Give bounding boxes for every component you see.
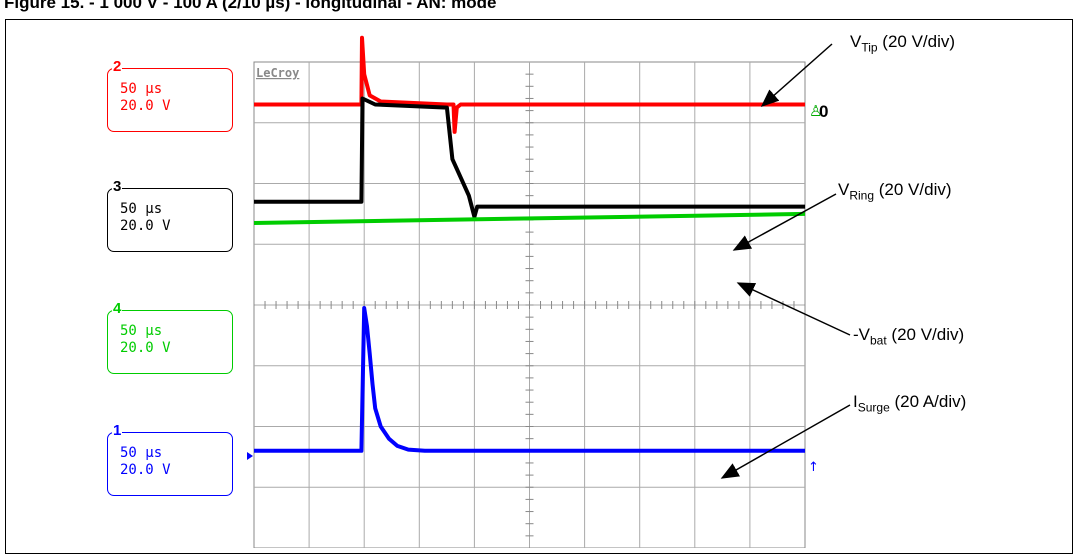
channel-4-box: 4 50 µs 20.0 V bbox=[107, 301, 233, 374]
channel-2-box: 2 50 µs 20.0 V bbox=[107, 59, 233, 132]
channel-number: 3 bbox=[112, 178, 123, 195]
channel-number: 1 bbox=[112, 422, 123, 439]
arrow-vring bbox=[732, 193, 837, 251]
scope-brand: LeCroy bbox=[256, 66, 299, 80]
arrow-vtip bbox=[760, 43, 833, 107]
trace-vbat bbox=[253, 211, 806, 225]
trace-isurge bbox=[254, 306, 805, 453]
trigger-marker-icon: ♙ bbox=[809, 102, 822, 120]
channel-3-box: 3 50 µs 20.0 V bbox=[107, 179, 233, 252]
trace-vtip bbox=[254, 35, 805, 134]
trigger-marker-label: 0 bbox=[819, 102, 828, 121]
channel-volts: 20.0 V bbox=[120, 218, 171, 234]
label-isurge: ISurge (20 A/div) bbox=[853, 392, 967, 415]
trace-vring bbox=[254, 96, 805, 219]
scope-grid bbox=[253, 62, 806, 548]
channel-volts: 20.0 V bbox=[120, 462, 171, 478]
channel-timebase: 50 µs bbox=[120, 445, 163, 461]
channel-number: 2 bbox=[112, 58, 123, 75]
channel-volts: 20.0 V bbox=[120, 340, 171, 356]
ground-marker-left bbox=[247, 452, 253, 460]
channel-timebase: 50 µs bbox=[120, 323, 163, 339]
label-vring: VRing (20 V/div) bbox=[838, 180, 952, 203]
figure-title: Figure 15. - 1 000 V - 100 A (2/10 µs) -… bbox=[4, 0, 497, 12]
label-vtip: VTip (20 V/div) bbox=[850, 32, 956, 55]
channel-timebase: 50 µs bbox=[120, 81, 163, 97]
channel-number: 4 bbox=[112, 300, 123, 317]
arrow-isurge bbox=[720, 404, 851, 479]
channel-1-box: 1 50 µs 20.0 V bbox=[107, 423, 233, 496]
arrow-vbat bbox=[736, 282, 851, 336]
scope-traces bbox=[253, 35, 806, 453]
annotation-arrows bbox=[720, 43, 851, 479]
ground-marker-right: ↑ bbox=[808, 460, 819, 475]
channel-timebase: 50 µs bbox=[120, 201, 163, 217]
label-vbat: -Vbat (20 V/div) bbox=[853, 325, 965, 348]
channel-volts: 20.0 V bbox=[120, 98, 171, 114]
